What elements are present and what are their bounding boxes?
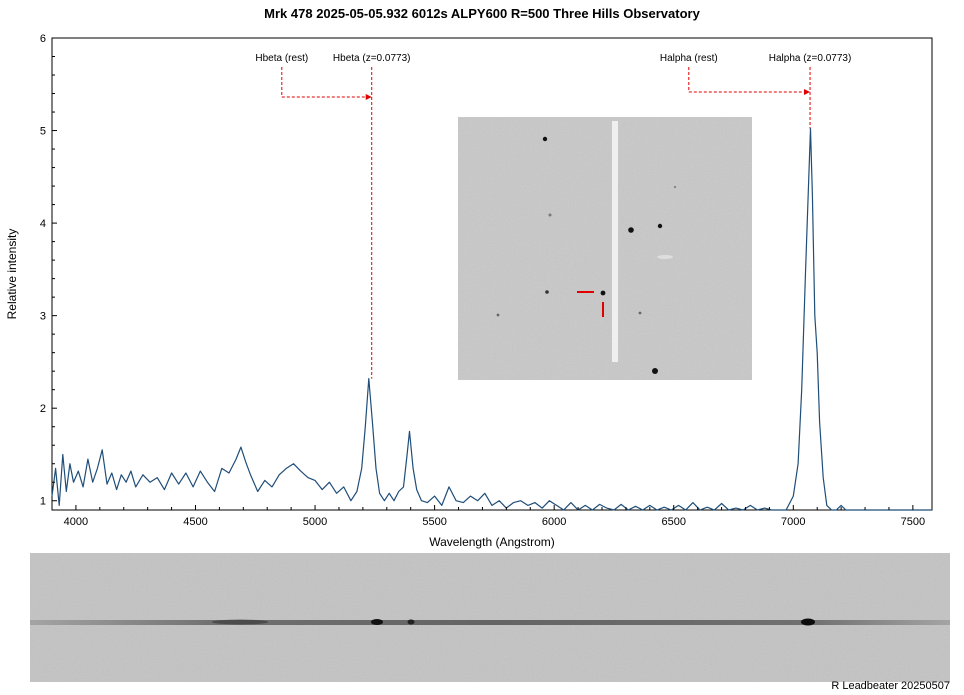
arrow-head [804,89,811,95]
x-tick-label: 5000 [303,516,327,528]
line-annotation-label: Halpha (rest) [660,53,718,64]
x-tick-label: 6500 [661,516,685,528]
inset-field-image [458,117,752,380]
line-annotation-label: Hbeta (rest) [255,53,308,64]
x-tick-label: 7500 [901,516,925,528]
y-tick-label: 5 [40,126,46,138]
x-tick-label: 5500 [422,516,446,528]
y-tick-label: 1 [40,496,46,508]
spectrum-line [51,128,932,511]
arrow-head [365,94,372,100]
credit-text: R Leadbeater 20250507 [831,680,950,692]
y-tick-label: 4 [40,218,46,230]
x-tick-label: 4000 [64,516,88,528]
line-annotation-label: Hbeta (z=0.0773) [333,53,411,64]
x-tick-label: 4500 [183,516,207,528]
x-tick-label: 7000 [781,516,805,528]
chart-title: Mrk 478 2025-05-05.932 6012s ALPY600 R=5… [264,6,700,21]
x-tick-label: 6000 [542,516,566,528]
y-tick-label: 6 [40,33,46,45]
line-annotation-label: Halpha (z=0.0773) [769,53,852,64]
y-tick-label: 2 [40,403,46,415]
spectrum-2d-image [30,553,950,682]
x-axis-label: Wavelength (Angstrom) [429,535,555,549]
y-tick-label: 3 [40,311,46,323]
y-axis-label: Relative intensity [5,229,19,320]
